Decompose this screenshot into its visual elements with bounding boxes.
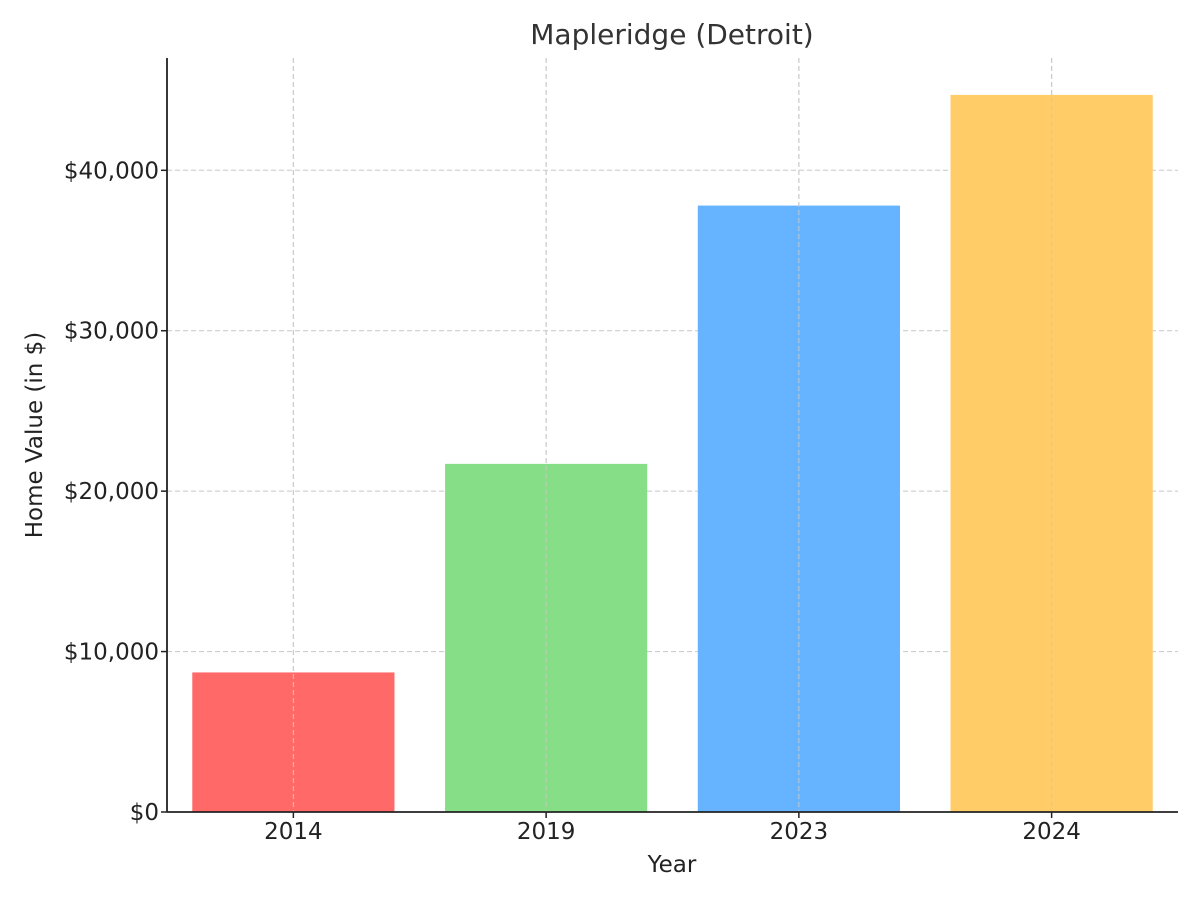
axes-layer bbox=[166, 58, 1178, 813]
x-tick-label: 2019 bbox=[517, 819, 576, 845]
y-tick-label: $30,000 bbox=[64, 319, 159, 345]
x-axis-label: Year bbox=[647, 852, 697, 878]
chart-title: Mapleridge (Detroit) bbox=[530, 18, 813, 51]
y-tick-label: $40,000 bbox=[64, 158, 159, 184]
ticks-layer: $0 $10,000 $20,000 $30,000 $40,000 2014 2019 20… bbox=[64, 158, 1081, 845]
x-tick-label: 2023 bbox=[770, 819, 829, 845]
y-tick-label: $20,000 bbox=[64, 479, 159, 505]
y-tick-label: $10,000 bbox=[64, 640, 159, 666]
x-tick-label: 2014 bbox=[264, 819, 323, 845]
x-tick-label: 2024 bbox=[1022, 819, 1081, 845]
y-axis-label: Home Value (in $) bbox=[22, 332, 48, 539]
bars-layer bbox=[192, 58, 1153, 812]
y-tick-label: $0 bbox=[130, 800, 159, 826]
